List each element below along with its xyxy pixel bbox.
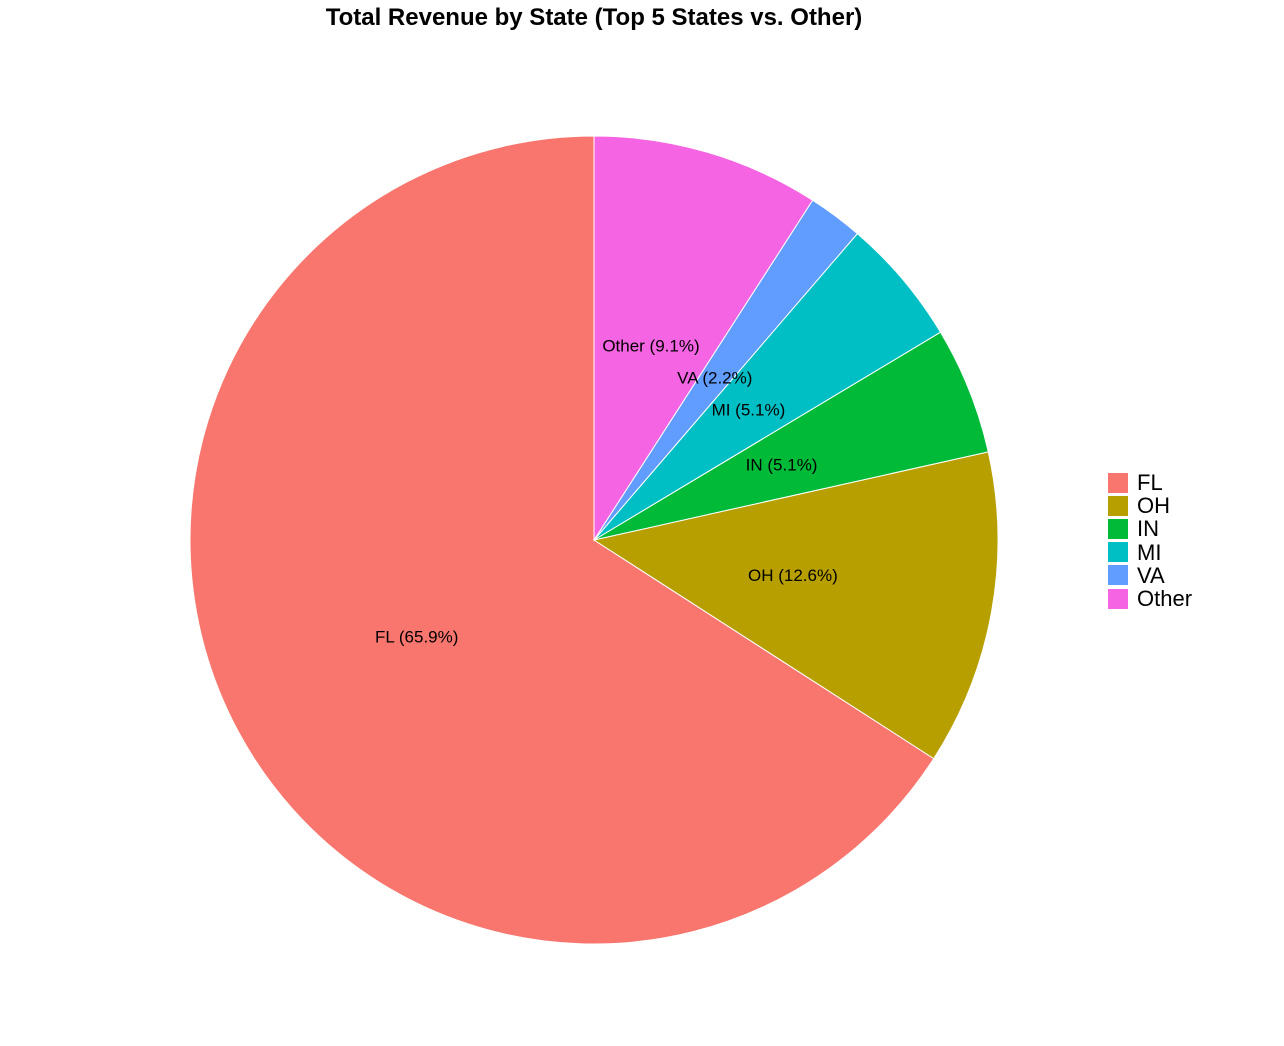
legend-item-va: VA [1108,564,1192,587]
legend-key-in [1108,518,1128,539]
pie-slices [189,135,999,945]
slice-label-fl: FL (65.9%) [375,627,458,646]
legend-label-fl: FL [1137,470,1163,496]
legend-key-oh [1108,495,1128,516]
legend-item-mi: MI [1108,541,1192,564]
legend-label-mi: MI [1137,539,1162,565]
legend-item-other: Other [1108,587,1192,610]
slice-label-other: Other (9.1%) [602,337,699,356]
legend: FL OH IN MI VA Other [1108,471,1192,610]
legend-key-va [1108,565,1128,586]
legend-item-in: IN [1108,517,1192,540]
slice-label-in: IN (5.1%) [746,456,818,475]
pie-slice-oh [592,451,999,760]
chart-title: Total Revenue by State (Top 5 States vs.… [325,4,863,31]
legend-label-in: IN [1137,516,1159,542]
pie-slice-other [593,135,814,542]
legend-key-other [1108,588,1128,609]
legend-item-oh: OH [1108,494,1192,517]
legend-label-va: VA [1137,562,1165,588]
pie-labels: FL (65.9%) OH (12.6%) IN (5.1%) MI (5.1%) VA… [375,337,838,647]
pie-slice-fl [189,135,935,945]
slice-label-va: VA (2.2%) [677,369,752,388]
legend-label-other: Other [1137,586,1193,612]
legend-item-fl: FL [1108,471,1192,494]
slice-label-mi: MI (5.1%) [712,400,786,419]
legend-key-mi [1108,542,1128,563]
legend-label-oh: OH [1137,493,1170,519]
slice-label-oh: OH (12.6%) [748,566,838,585]
legend-key-fl [1108,472,1128,493]
